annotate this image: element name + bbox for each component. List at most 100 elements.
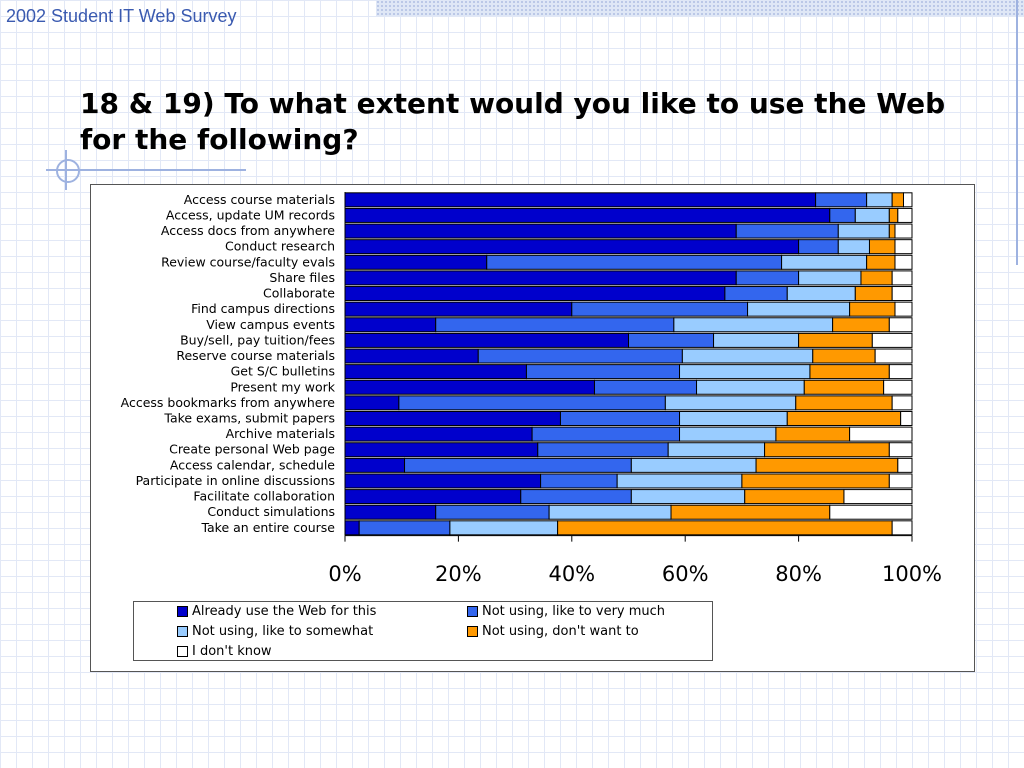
decorative-horizontal-line [46,169,246,171]
bar-segment [894,301,913,317]
category-label: Collaborate [263,286,335,301]
legend-label: I don't know [192,644,272,659]
bar-segment [735,223,839,239]
bar-segment [616,473,743,489]
category-label: Take exams, submit papers [163,410,335,425]
bar-segment [344,317,437,333]
bar-segment [888,364,913,380]
legend-swatch [467,606,478,617]
bar-segment [866,254,896,270]
bar-segment [344,223,737,239]
bar-segment [344,457,406,473]
bar-segment [809,364,890,380]
legend-item: Not using, like to very much [467,604,665,619]
bar-segment [781,254,868,270]
bar-segment [525,364,681,380]
bar-segment [854,286,893,302]
bar-segment [673,317,834,333]
bar-segment [344,286,726,302]
bar-segment [664,395,797,411]
bar-segment [897,207,913,223]
x-tick-label: 60% [662,562,709,586]
bar-segment [670,504,831,520]
legend-label: Already use the Web for this [192,604,377,619]
legend-label: Not using, like to very much [482,604,666,619]
bar-segment [829,504,913,520]
bar-segment [344,254,488,270]
legend-swatch [177,606,188,617]
x-tick-label: 0% [328,562,361,586]
legend-label: Not using, like to somewhat [192,624,374,639]
category-label: Archive materials [226,426,335,441]
category-label: Take an entire course [200,520,335,535]
category-label: Conduct simulations [207,504,335,519]
category-label: Access docs from anywhere [161,223,335,238]
bar-segment [344,348,479,364]
bar-segment [891,192,904,208]
bar-segment [860,270,893,286]
bar-segment [755,457,899,473]
slide-title: 18 & 19) To what extent would you like t… [80,87,946,156]
bar-segment [477,348,683,364]
bar-segment [843,489,913,505]
bar-segment [344,473,542,489]
bar-segment [902,192,913,208]
category-label: Review course/faculty evals [161,254,335,269]
legend-swatch [177,626,188,637]
bar-segment [548,504,672,520]
bar-segment [849,301,896,317]
bar-segment [888,207,899,223]
category-label: Find campus directions [191,301,335,316]
bar-segment [681,348,814,364]
bar-segment [344,207,831,223]
category-label: View campus events [206,317,335,332]
bar-segment [815,192,868,208]
bar-segment [667,442,766,458]
bar-segment [795,395,893,411]
legend-item: I don't know [177,644,272,659]
chart-legend: Already use the Web for this Not using, l… [133,601,713,661]
bar-segment [798,332,873,348]
category-label: Access course materials [184,192,335,207]
bar-segment [520,489,632,505]
bar-segment [897,457,913,473]
bar-segment [854,207,890,223]
bar-segment [679,410,788,426]
bar-segment [404,457,632,473]
category-label: Reserve course materials [176,348,335,363]
bar-segment [344,395,400,411]
bar-segment [344,410,561,426]
bar-segment [449,520,559,536]
bar-segment [868,239,896,255]
bar-segment [747,301,851,317]
bar-segment [696,379,805,395]
category-label: Participate in online discussions [136,473,335,488]
bar-segment [344,442,539,458]
bar-segment [344,504,437,520]
header-decoration-band [376,0,1024,16]
bar-segment [888,442,913,458]
bar-segment [344,270,737,286]
bar-segment [735,270,800,286]
bar-segment [679,426,777,442]
bar-segment [559,410,681,426]
bar-segment [888,473,913,489]
bar-segment [786,286,856,302]
bar-segment [344,301,573,317]
bar-segment [900,410,913,426]
bar-segment [849,426,913,442]
bar-segment [724,286,788,302]
bar-segment [874,348,913,364]
bar-segment [344,332,629,348]
bar-segment [358,520,451,536]
category-label: Conduct research [225,239,335,254]
bar-segment [557,520,893,536]
legend-item: Already use the Web for this [177,604,376,619]
bar-segment [486,254,783,270]
bar-segment [812,348,876,364]
bar-segment [679,364,811,380]
bar-segment [837,239,870,255]
bar-segment [713,332,800,348]
bar-segment [891,395,913,411]
